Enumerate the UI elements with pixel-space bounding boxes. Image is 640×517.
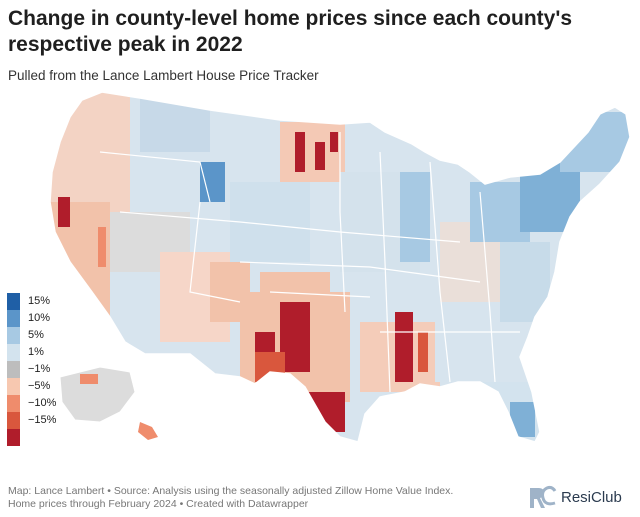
legend-swatch <box>7 344 20 361</box>
legend-label: −15% <box>28 414 57 426</box>
legend-item: −15% <box>7 412 56 429</box>
legend-label: 1% <box>28 346 44 358</box>
chart-title: Change in county-level home prices since… <box>8 7 572 56</box>
legend-item: −10% <box>7 395 56 412</box>
color-legend: 15% 10% 5% 1% −1% −5% −10% −15% <box>7 293 56 446</box>
legend-swatch <box>7 327 20 344</box>
legend-label: −10% <box>28 397 57 409</box>
brand-logo: ResiClub <box>527 482 622 512</box>
chart-subtitle: Pulled from the Lance Lambert House Pric… <box>8 68 319 83</box>
legend-swatch <box>7 310 20 327</box>
legend-item: −5% <box>7 378 56 395</box>
rc-logo-icon <box>530 485 557 508</box>
legend-label: 15% <box>28 295 51 307</box>
legend-swatch <box>7 378 20 395</box>
legend-item: 15% <box>7 293 56 310</box>
alaska-inset <box>59 366 136 423</box>
state-borders <box>99 132 520 393</box>
legend-item: 10% <box>7 310 56 327</box>
legend-swatch <box>7 412 20 429</box>
source-note: Map: Lance Lambert • Source: Analysis us… <box>8 485 454 497</box>
legend-label: 5% <box>28 329 44 341</box>
footer-notes: Map: Lance Lambert • Source: Analysis us… <box>8 485 453 511</box>
legend-swatch <box>7 361 20 378</box>
legend-swatch <box>7 395 20 412</box>
legend-label: 10% <box>28 312 51 324</box>
hawaii-inset <box>138 422 158 440</box>
legend-item: −1% <box>7 361 56 378</box>
credit-note: Home prices through February 2024 • Crea… <box>8 498 309 510</box>
legend-item <box>7 429 56 446</box>
brand-name: ResiClub <box>561 488 622 506</box>
legend-item: 5% <box>7 327 56 344</box>
legend-label: −5% <box>28 380 51 392</box>
legend-item: 1% <box>7 344 56 361</box>
legend-label: −1% <box>28 363 51 375</box>
legend-swatch <box>7 293 20 310</box>
us-county-map <box>49 92 631 443</box>
legend-swatch <box>7 429 20 446</box>
